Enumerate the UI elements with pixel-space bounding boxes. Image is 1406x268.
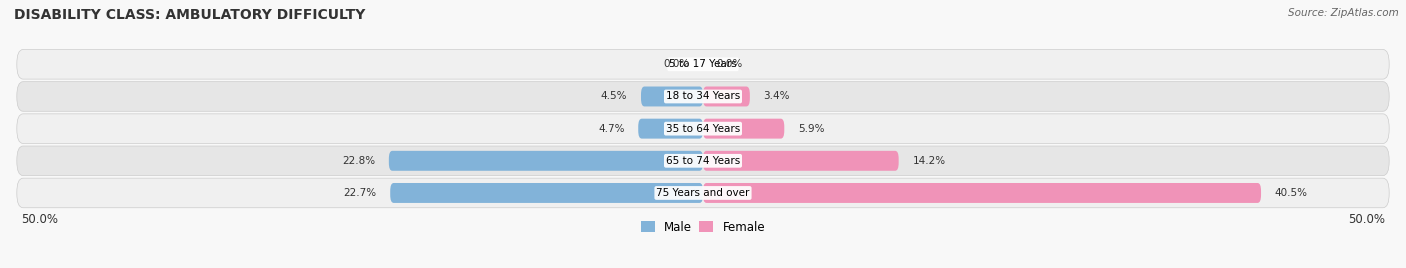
Legend: Male, Female: Male, Female — [636, 216, 770, 239]
FancyBboxPatch shape — [17, 178, 1389, 208]
Text: 0.0%: 0.0% — [717, 59, 742, 69]
Text: 75 Years and over: 75 Years and over — [657, 188, 749, 198]
FancyBboxPatch shape — [641, 87, 703, 106]
Text: 40.5%: 40.5% — [1275, 188, 1308, 198]
FancyBboxPatch shape — [638, 119, 703, 139]
Text: 18 to 34 Years: 18 to 34 Years — [666, 91, 740, 102]
FancyBboxPatch shape — [17, 50, 1389, 79]
Text: 4.7%: 4.7% — [598, 124, 624, 134]
Text: DISABILITY CLASS: AMBULATORY DIFFICULTY: DISABILITY CLASS: AMBULATORY DIFFICULTY — [14, 8, 366, 22]
Text: 50.0%: 50.0% — [21, 213, 58, 226]
Text: 65 to 74 Years: 65 to 74 Years — [666, 156, 740, 166]
FancyBboxPatch shape — [703, 151, 898, 171]
FancyBboxPatch shape — [389, 151, 703, 171]
FancyBboxPatch shape — [703, 119, 785, 139]
FancyBboxPatch shape — [17, 146, 1389, 176]
FancyBboxPatch shape — [703, 183, 1261, 203]
Text: 50.0%: 50.0% — [1348, 213, 1385, 226]
FancyBboxPatch shape — [391, 183, 703, 203]
Text: 4.5%: 4.5% — [600, 91, 627, 102]
Text: Source: ZipAtlas.com: Source: ZipAtlas.com — [1288, 8, 1399, 18]
Text: 14.2%: 14.2% — [912, 156, 946, 166]
FancyBboxPatch shape — [17, 82, 1389, 111]
Text: 5.9%: 5.9% — [799, 124, 824, 134]
Text: 35 to 64 Years: 35 to 64 Years — [666, 124, 740, 134]
Text: 0.0%: 0.0% — [664, 59, 689, 69]
Text: 5 to 17 Years: 5 to 17 Years — [669, 59, 737, 69]
Text: 22.7%: 22.7% — [343, 188, 377, 198]
Text: 3.4%: 3.4% — [763, 91, 790, 102]
FancyBboxPatch shape — [703, 87, 749, 106]
Text: 22.8%: 22.8% — [342, 156, 375, 166]
FancyBboxPatch shape — [17, 114, 1389, 143]
